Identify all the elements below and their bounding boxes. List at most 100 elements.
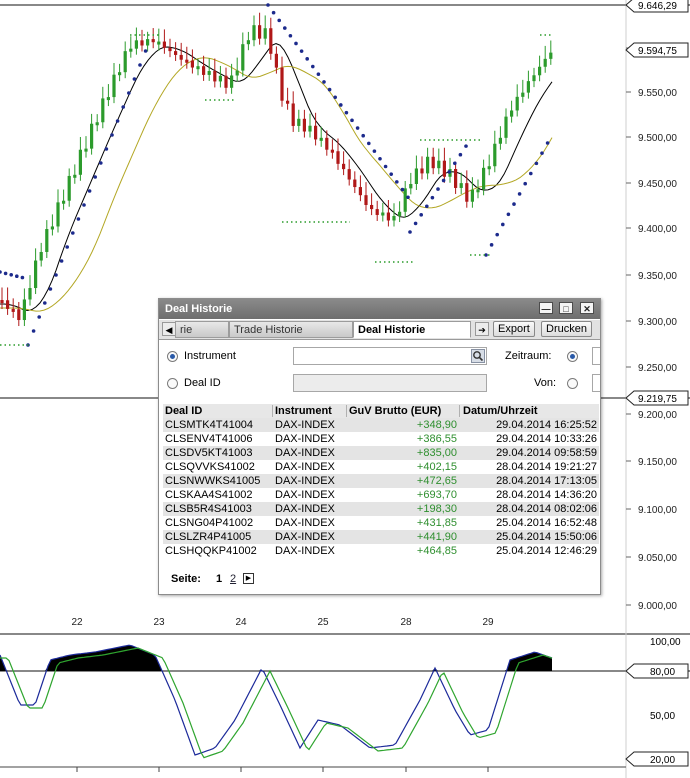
deal-history-dialog[interactable]: Deal Historie — □ ✕ ◀ rie Trade Historie… [158, 298, 601, 595]
maximize-icon[interactable]: □ [559, 302, 573, 314]
sar-dot [419, 213, 424, 217]
price-tag-top-box [625, 0, 689, 13]
sar-dot [484, 253, 488, 257]
candle-body [269, 28, 273, 54]
page-1-link[interactable]: 1 [216, 573, 223, 585]
sar-dot [361, 133, 366, 138]
tab-scroll-right-icon[interactable]: ➔ [475, 322, 489, 336]
candle-body [6, 300, 10, 309]
table-row[interactable]: CLSNWWKS41005 DAX-INDEX +472,65 28.04.2014 … [163, 474, 599, 488]
table-row[interactable]: CLSQVVKS41002 DAX-INDEX +402,15 28.04.2014 … [163, 460, 599, 474]
tab-deal-historie[interactable]: Deal Historie [353, 321, 471, 338]
price-tick-label: 9.000,00 [638, 601, 677, 612]
candle-body [353, 179, 357, 188]
candle-body [134, 40, 138, 49]
deal-id-radio[interactable] [167, 378, 178, 389]
tab-instrument-historie[interactable]: rie [175, 321, 229, 338]
candle-body [263, 28, 267, 39]
instrument-cell: DAX-INDEX [275, 503, 335, 515]
sar-dot [350, 118, 354, 123]
guv-cell: +431,85 [416, 517, 457, 529]
column-header-guv[interactable]: GuV Brutto (EUR) [349, 405, 442, 417]
sar-dot [271, 10, 276, 15]
table-row[interactable]: CLSLZR4P41005 DAX-INDEX +441,90 25.04.2014 … [163, 530, 599, 544]
dialog-titlebar[interactable]: Deal Historie — □ ✕ [159, 299, 600, 319]
von-radio[interactable] [567, 378, 578, 389]
overbought-fill [0, 645, 552, 671]
column-header-datetime[interactable]: Datum/Uhrzeit [463, 405, 538, 417]
von-date-field[interactable] [592, 374, 600, 392]
tab-bar: ◀ rie Trade Historie Deal Historie ➔ Exp… [159, 320, 600, 340]
export-button[interactable]: Export [493, 321, 535, 337]
tab-scroll-left-icon[interactable]: ◀ [162, 322, 176, 336]
table-row[interactable]: CLSDV5KT41003 DAX-INDEX +835,00 29.04.2014 … [163, 446, 599, 460]
sar-dot [3, 271, 8, 276]
table-row[interactable]: CLSB5R4S41003 DAX-INDEX +198,30 28.04.2014 … [163, 502, 599, 516]
stochastic-d-line [0, 647, 553, 759]
table-row[interactable]: CLSKAA4S41002 DAX-INDEX +693,70 28.04.2014 … [163, 488, 599, 502]
price-tick-label: 9.300,00 [638, 317, 677, 328]
candle-body [106, 97, 110, 101]
print-button[interactable]: Drucken [541, 321, 592, 337]
next-page-icon[interactable]: ▶ [243, 573, 254, 584]
candle-body [162, 41, 166, 48]
candle-body [319, 137, 323, 141]
table-row[interactable]: CLSENV4T41006 DAX-INDEX +386,55 29.04.2014 … [163, 432, 599, 446]
price-tag-top-text: 9.646,29 [638, 1, 677, 12]
stochastic-oscillator [0, 644, 553, 759]
sar-dot [283, 26, 287, 30]
sar-dot [138, 63, 142, 67]
candle-body [521, 92, 525, 97]
candle-body [291, 103, 295, 126]
instrument-radio[interactable] [167, 351, 178, 362]
candle-body [358, 187, 362, 196]
candle-body [302, 118, 306, 132]
oscillator-level-label: 80,00 [650, 667, 675, 678]
candle-body [78, 149, 82, 175]
sar-dot [489, 243, 494, 247]
column-header-deal-id[interactable]: Deal ID [165, 405, 203, 417]
zeitraum-radio[interactable] [567, 351, 578, 362]
candle-body [118, 72, 122, 76]
sar-dot [400, 187, 405, 192]
price-tag-top: 9.646,29 [625, 0, 689, 13]
table-row[interactable]: CLSNG04P41002 DAX-INDEX +431,85 25.04.2014 … [163, 516, 599, 530]
deal-id-cell: CLSENV4T41006 [165, 433, 253, 445]
column-divider[interactable] [459, 405, 460, 417]
close-icon[interactable]: ✕ [580, 302, 594, 314]
column-divider[interactable] [346, 405, 347, 417]
candle-body [364, 195, 368, 205]
sar-dot [413, 221, 418, 226]
instrument-cell: DAX-INDEX [275, 419, 335, 431]
deal-id-input[interactable] [293, 374, 487, 392]
instrument-cell: DAX-INDEX [275, 531, 335, 543]
candle-body [0, 300, 4, 303]
price-tick-label: 9.250,00 [638, 363, 677, 374]
sar-dot [288, 33, 293, 38]
deal-id-cell: CLSNWWKS41005 [165, 475, 261, 487]
candle-body [168, 47, 172, 52]
candle-body [543, 58, 547, 67]
column-divider[interactable] [272, 405, 273, 417]
search-icon[interactable] [471, 349, 485, 363]
minimize-icon[interactable]: — [539, 302, 553, 314]
table-row[interactable]: CLSMTK4T41004 DAX-INDEX +348,90 29.04.2014 … [163, 418, 599, 432]
table-row[interactable]: CLSHQQKP41002 DAX-INDEX +464,85 25.04.2014 … [163, 544, 599, 558]
instrument-cell: DAX-INDEX [275, 461, 335, 473]
price-tag-low-box [625, 390, 689, 406]
candle-body [39, 251, 43, 261]
candle-body [403, 188, 407, 212]
page-2-link[interactable]: 2 [230, 573, 237, 585]
candle-body [101, 98, 105, 123]
deal-id-cell: CLSDV5KT41003 [165, 447, 253, 459]
instrument-input[interactable] [293, 347, 487, 365]
pager-label: Seite: [171, 573, 201, 585]
datetime-cell: 28.04.2014 17:13:05 [496, 475, 597, 487]
candle-body [90, 123, 94, 149]
tab-trade-historie[interactable]: Trade Historie [229, 321, 353, 338]
sar-dot [9, 273, 13, 277]
candle-body [330, 149, 334, 153]
column-header-instrument[interactable]: Instrument [275, 405, 332, 417]
zeitraum-select[interactable] [592, 347, 600, 365]
